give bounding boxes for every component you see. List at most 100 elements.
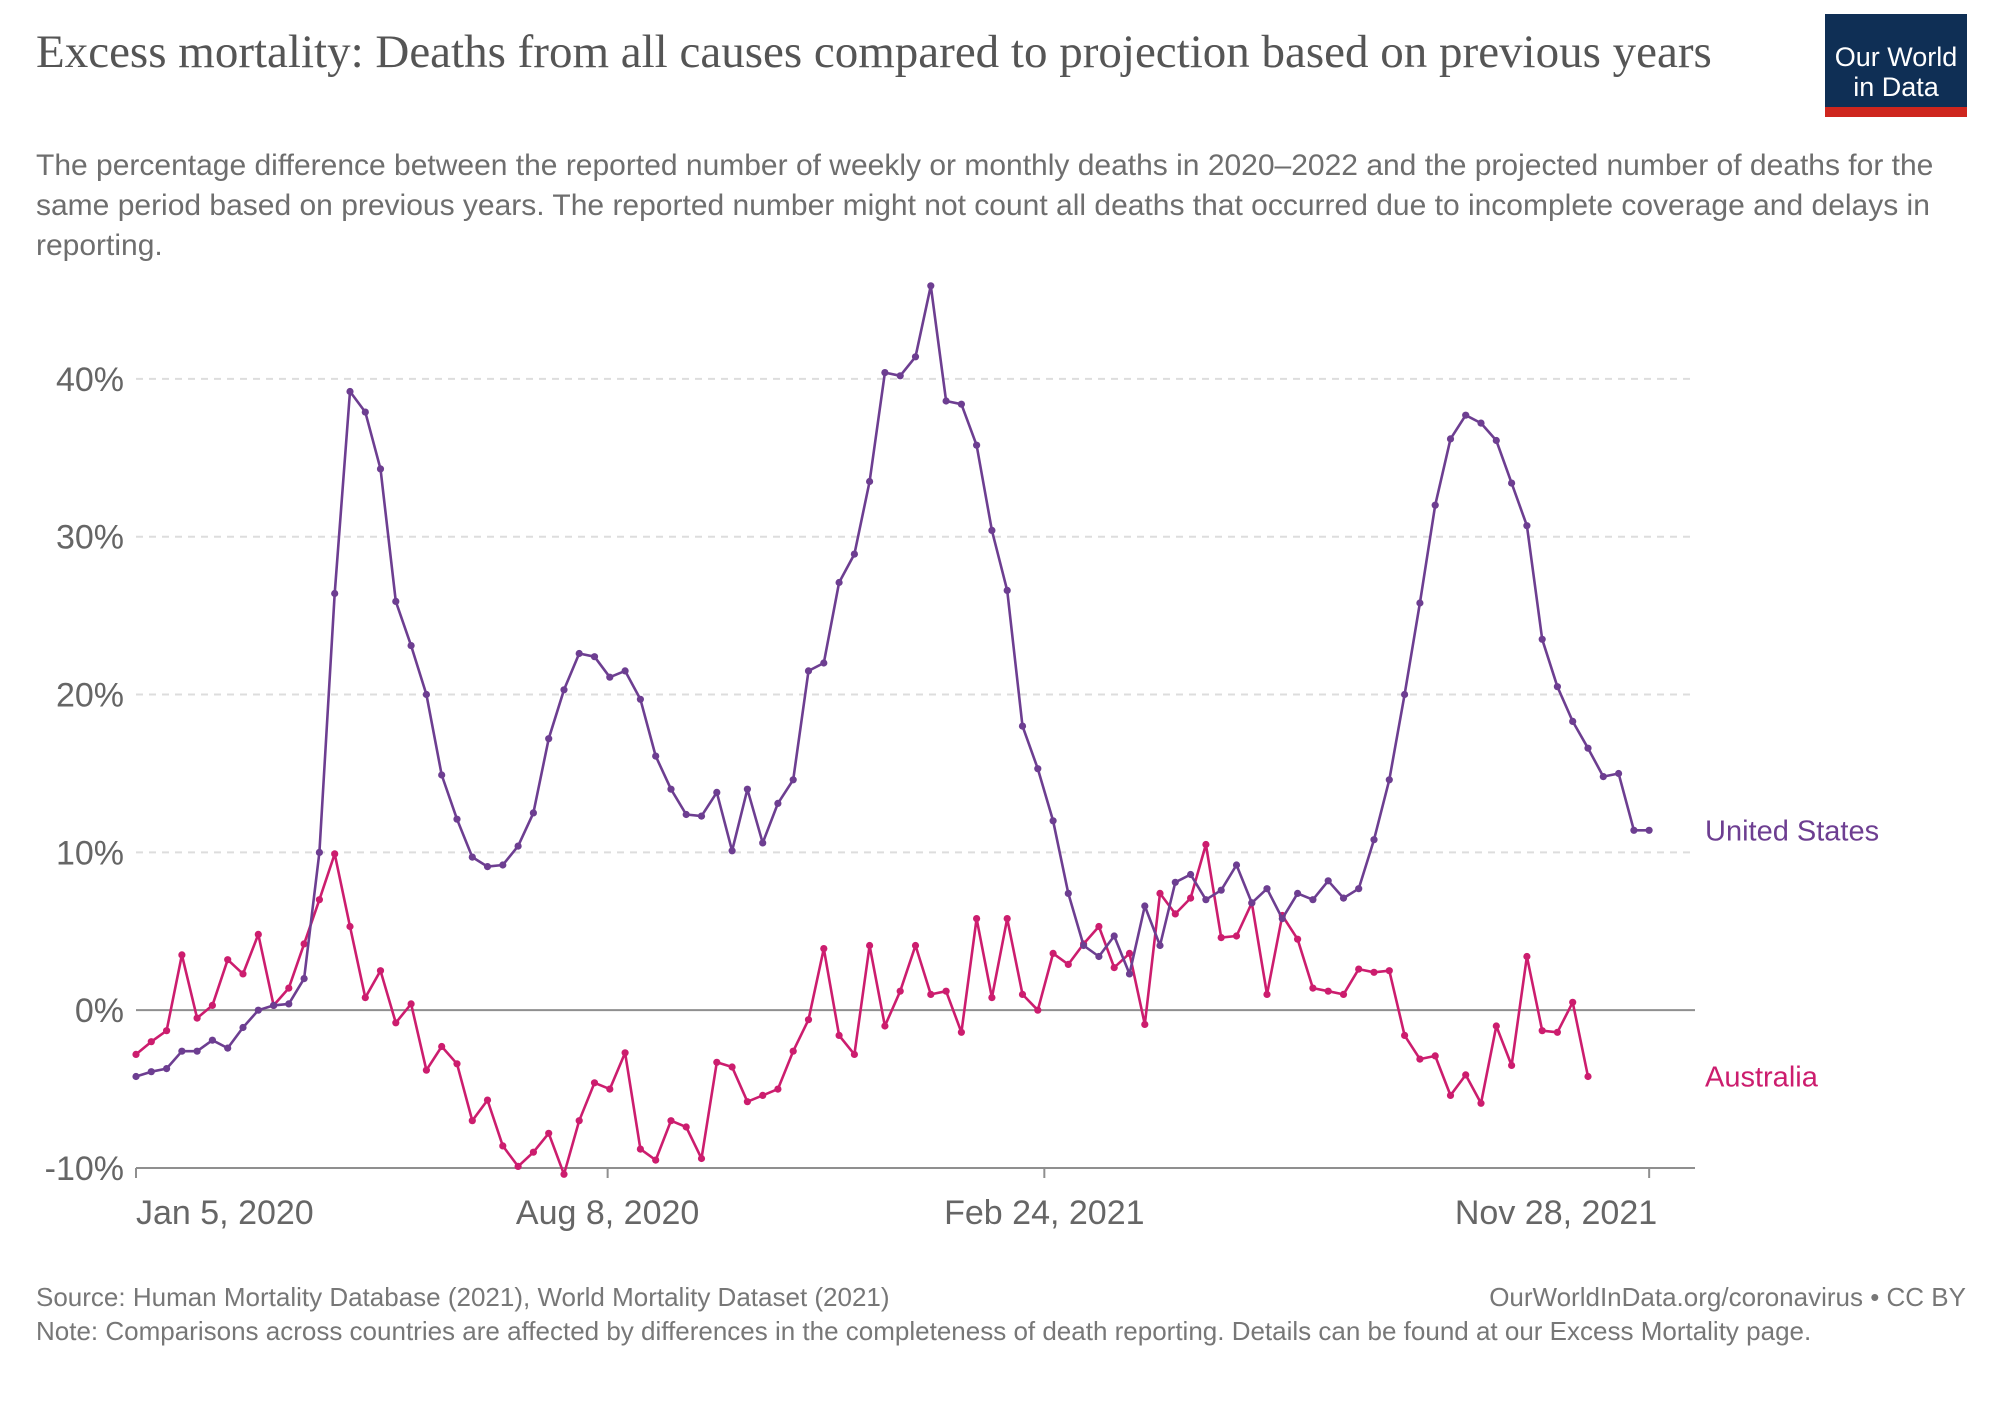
australia-point — [682, 1123, 690, 1131]
united-states-point — [774, 799, 782, 808]
united-states-point — [270, 1001, 278, 1010]
united-states-point — [1324, 877, 1332, 885]
united-states-point — [1339, 894, 1348, 902]
united-states-point — [621, 667, 629, 675]
australia-point — [743, 1098, 752, 1106]
united-states-point — [300, 975, 308, 983]
australia-point — [606, 1085, 614, 1093]
united-states-point — [881, 369, 889, 377]
australia-point — [1385, 967, 1393, 975]
chart-title: Excess mortality: Deaths from all causes… — [36, 26, 1712, 78]
australia-point — [1446, 1091, 1455, 1099]
united-states-point — [866, 477, 874, 486]
united-states-point — [1141, 902, 1149, 910]
united-states-point — [1018, 722, 1027, 730]
australia-point — [545, 1129, 553, 1137]
united-states-point — [1446, 435, 1455, 443]
united-states-point — [315, 848, 323, 857]
x-tick-label: Aug 8, 2020 — [516, 1194, 699, 1232]
united-states-point — [1615, 769, 1623, 778]
united-states-point — [132, 1072, 140, 1081]
y-tick-label: 20% — [56, 677, 124, 715]
australia-point — [254, 930, 262, 939]
united-states-point — [178, 1047, 186, 1055]
australia-point — [850, 1050, 859, 1058]
united-states-point — [1294, 889, 1302, 898]
australia-point — [1171, 910, 1179, 918]
australia-point — [667, 1117, 675, 1125]
united-states-point — [1248, 899, 1256, 907]
australia-point — [1355, 965, 1363, 973]
australia-point — [346, 922, 354, 931]
logo-text-line1: Our World — [1834, 42, 1958, 72]
united-states-point — [239, 1023, 247, 1032]
australia-point — [1034, 1006, 1042, 1014]
united-states-point — [697, 812, 706, 820]
owid-logo[interactable]: Our World in Data — [1825, 14, 1967, 117]
united-states-point — [208, 1036, 216, 1044]
united-states-point — [1232, 861, 1241, 869]
australia-point — [239, 970, 247, 978]
australia-point — [1477, 1099, 1485, 1107]
australia-point — [866, 941, 874, 950]
license-link[interactable]: OurWorldInData.org/coronavirus • CC BY — [1489, 1282, 1966, 1312]
united-states-point — [1508, 479, 1516, 487]
line-chart: -10% 0% 10% 20% 30% 40% Jan 5, 2020 Aug 8, 2020… — [45, 282, 1879, 1232]
united-states-point — [147, 1068, 155, 1076]
australia-point — [361, 994, 369, 1002]
australia-point — [331, 850, 339, 858]
australia-point — [621, 1049, 629, 1057]
australia-point — [1370, 968, 1378, 976]
australia-point — [973, 915, 981, 923]
australia-point — [1018, 990, 1027, 999]
australia-point — [957, 1028, 966, 1036]
united-states-point — [743, 785, 752, 793]
united-states-point — [361, 408, 369, 416]
united-states-point — [193, 1047, 201, 1055]
united-states-point — [1416, 599, 1424, 607]
united-states-point — [957, 400, 966, 408]
australia-point — [1553, 1028, 1561, 1036]
united-states-point — [1110, 932, 1118, 940]
chart-subtitle: The percentage difference between the re… — [36, 149, 1934, 262]
australia-point — [1110, 964, 1118, 972]
australia-point — [514, 1162, 522, 1170]
united-states-point — [759, 839, 767, 847]
australia-point — [483, 1096, 492, 1104]
australia-point — [132, 1050, 140, 1058]
australia-point — [804, 1016, 813, 1024]
united-states-point — [407, 642, 415, 650]
united-states-point — [254, 1006, 262, 1014]
australia-point — [529, 1148, 538, 1156]
australia-point — [1095, 922, 1103, 931]
united-states-point — [1630, 826, 1638, 834]
australia-point — [315, 896, 323, 904]
united-states-point — [392, 597, 400, 606]
note-text: Note: Comparisons across countries are a… — [36, 1316, 1812, 1346]
australia-point — [1141, 1020, 1149, 1028]
australia-point — [1584, 1072, 1592, 1081]
united-states-point — [1645, 826, 1653, 834]
australia-point — [1003, 915, 1011, 923]
australia-point — [422, 1066, 430, 1074]
united-states-series-label: United States — [1705, 815, 1879, 847]
australia-point — [820, 945, 828, 953]
logo-text-line2: in Data — [1853, 72, 1939, 102]
united-states-point — [499, 861, 507, 869]
australia-point — [376, 967, 385, 975]
united-states-point — [1003, 586, 1011, 595]
australia-point — [499, 1142, 507, 1150]
australia-point — [392, 1019, 400, 1027]
australia-point — [1156, 889, 1164, 898]
australia-point — [590, 1079, 599, 1087]
y-tick-label: 0% — [75, 992, 124, 1030]
australia-point — [896, 987, 904, 995]
australia-point — [1232, 932, 1241, 940]
united-states-line — [134, 284, 1651, 1078]
australia-point — [1401, 1031, 1409, 1039]
australia-point — [942, 987, 950, 995]
australia-point — [1294, 935, 1302, 943]
australia-point — [835, 1031, 843, 1039]
australia-point — [1187, 894, 1195, 902]
united-states-point — [1370, 836, 1378, 844]
